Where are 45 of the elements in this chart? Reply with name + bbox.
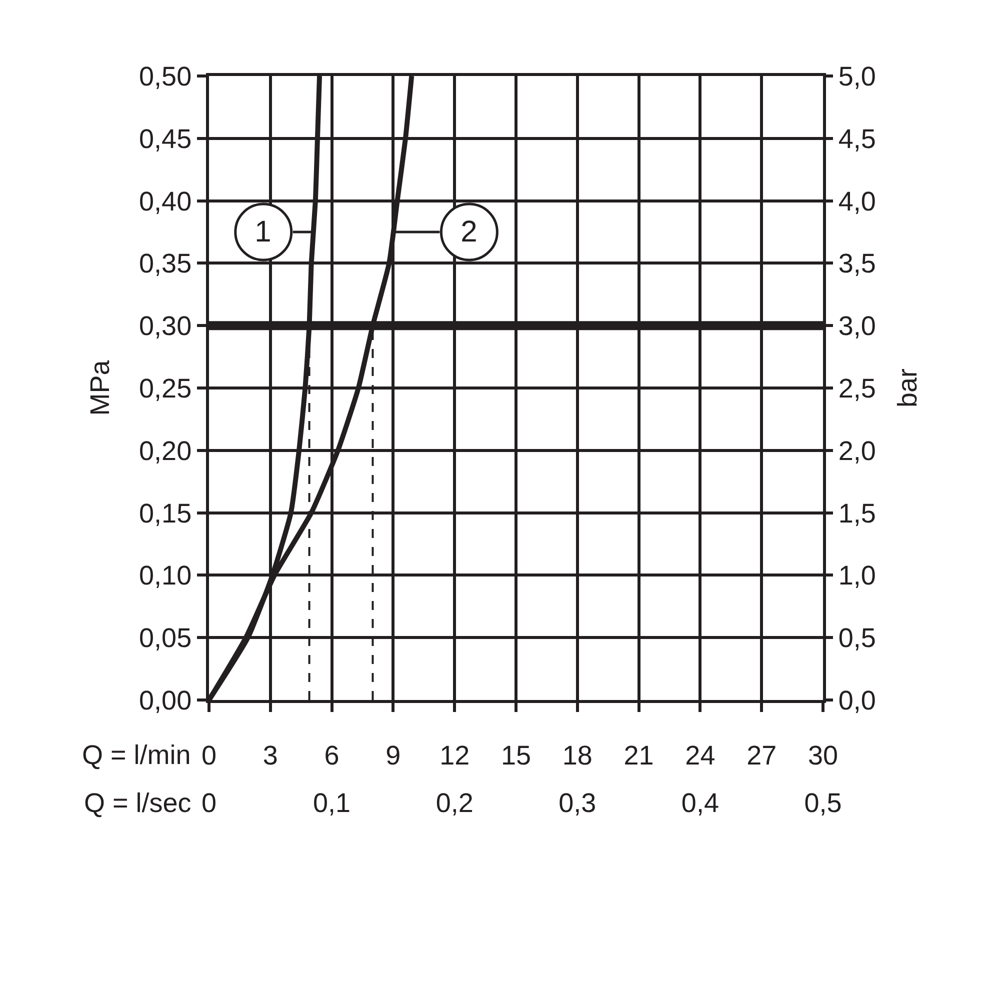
y-tick-label: 0,15 [139, 498, 192, 528]
y-tick-label: 0,45 [139, 124, 192, 154]
x2-tick-label: 0 [201, 788, 217, 818]
x-axis-title: Q = l/min [82, 740, 191, 770]
x2-tick-label: 0,4 [681, 788, 719, 818]
x-tick-label: 3 [262, 740, 278, 770]
y2-tick-label: 5,0 [838, 61, 876, 92]
y2-tick-label: 4,0 [838, 186, 876, 216]
x-tick-label: 18 [562, 740, 592, 770]
x2-tick-label: 0,1 [313, 788, 351, 818]
y-axis-title: MPa [85, 359, 116, 416]
x2-tick-label: 0,3 [558, 788, 596, 818]
y2-tick-label: 0,5 [838, 623, 876, 654]
y2-tick-label: 1,0 [838, 560, 876, 591]
y2-tick-label: 2,5 [838, 373, 876, 404]
x-tick-label: 0 [201, 740, 217, 770]
y2-tick-label: 1,5 [838, 498, 876, 528]
y-tick-label: 0,20 [139, 436, 192, 466]
x-tick-label: 24 [685, 740, 716, 770]
y-tick-label: 0,05 [139, 623, 192, 654]
y2-tick-label: 3,5 [838, 248, 876, 279]
x-tick-label: 12 [440, 740, 470, 770]
y-tick-label: 0,25 [139, 373, 192, 404]
y2-tick-label: 3,0 [838, 311, 876, 342]
y2-tick-label: 2,0 [838, 436, 876, 466]
x2-tick-label: 0,5 [804, 788, 842, 818]
x-tick-label: 27 [746, 740, 777, 770]
x2-tick-label: 0,2 [436, 788, 474, 818]
x2-axis-title: Q = l/sec [84, 788, 192, 818]
annotation: 1 [254, 216, 272, 248]
y-tick-label: 0,40 [139, 186, 192, 216]
x-tick-label: 21 [624, 740, 654, 770]
annotation: 2 [460, 216, 478, 248]
y2-tick-label: 0,0 [838, 685, 876, 716]
y2-tick-label: 4,5 [838, 124, 876, 154]
x-tick-label: 6 [324, 740, 340, 770]
x-tick-label: 9 [386, 740, 401, 770]
y-tick-label: 0,30 [139, 311, 192, 342]
x-tick-label: 15 [500, 740, 532, 770]
y-tick-label: 0,50 [139, 61, 192, 92]
y2-axis-title: bar [892, 368, 922, 408]
y-tick-label: 0,35 [139, 248, 192, 279]
y-tick-label: 0,00 [139, 685, 192, 716]
y-tick-label: 0,10 [139, 560, 192, 591]
x-tick-label: 30 [808, 740, 838, 770]
